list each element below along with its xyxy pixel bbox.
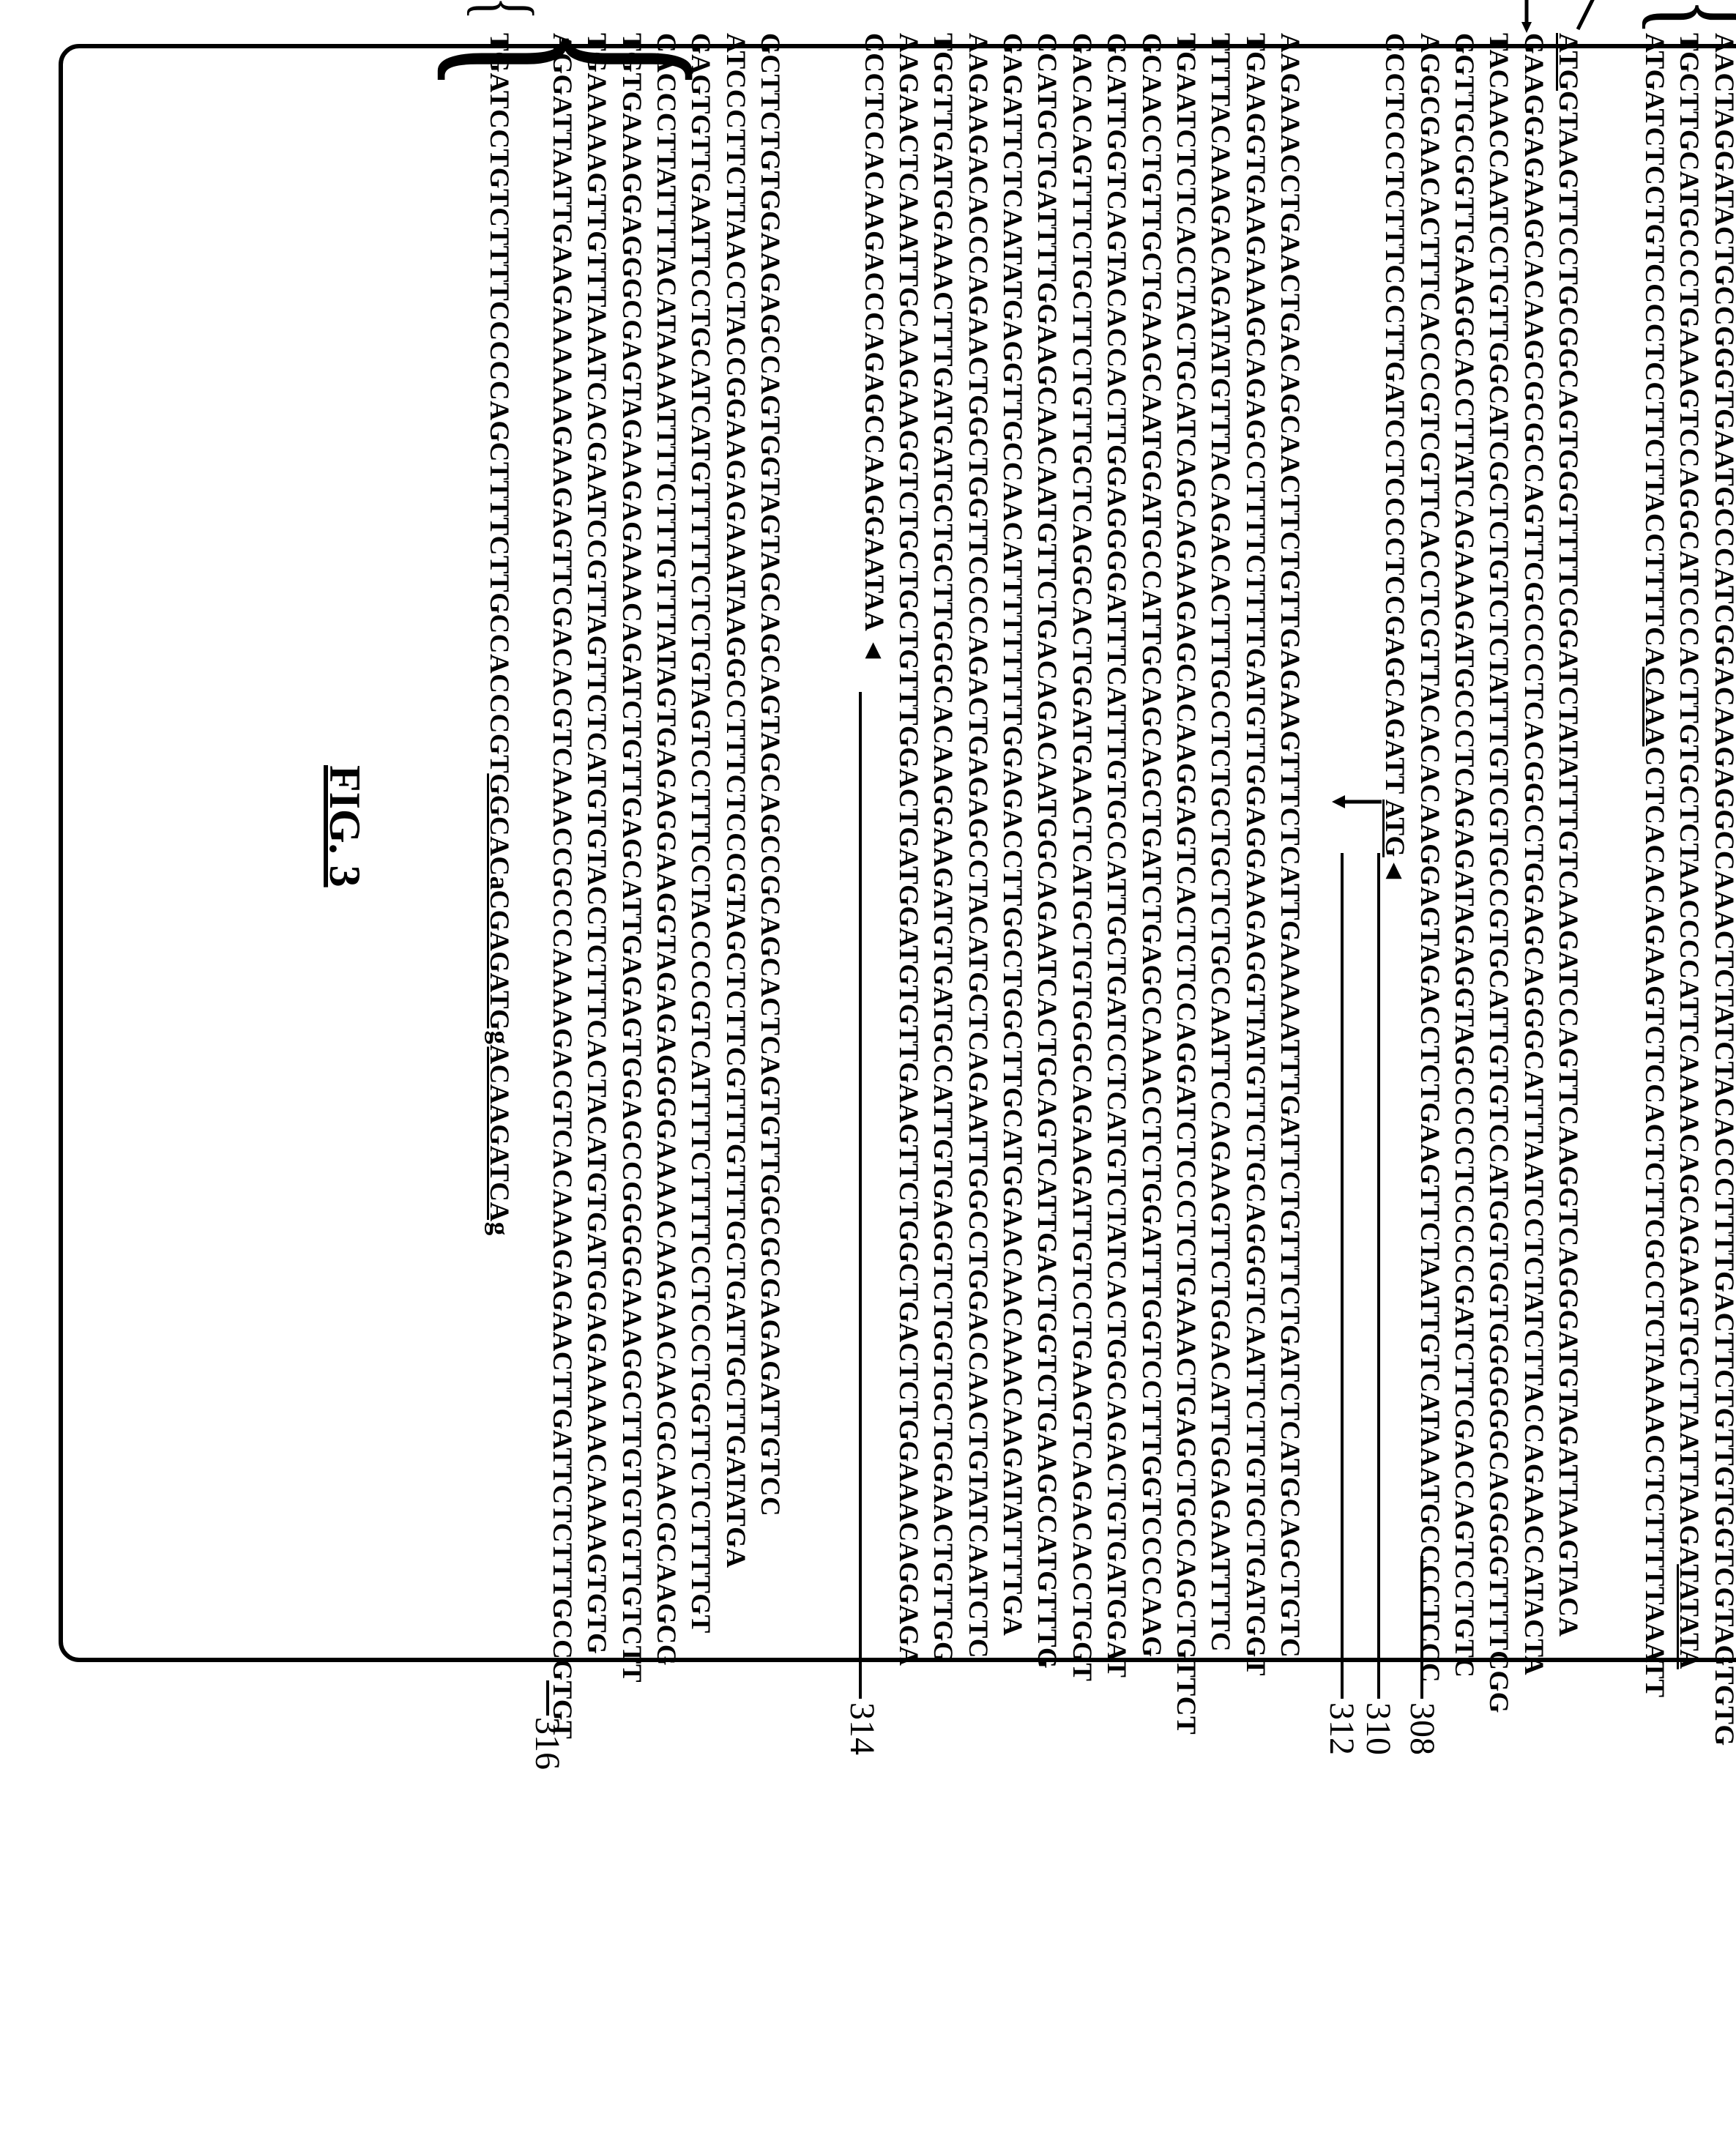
seq-line: GCATTGGTCAGTACACCACTTGGAGGGGATTTCATTTGTG… (1099, 33, 1133, 1735)
seq-line: GCAACCTGTTGCTGAAGCAATGGATGCCATTGCAGCAGCT… (1133, 33, 1168, 1735)
seq-line: TGAATCTCTCACCTACTGCATCAGCAGAAGAGCACAAGGA… (1169, 33, 1203, 1735)
seq-text: CCTCACACAGAAGTCTCCACTCTTCGCCTCTAAAACCTCT… (1639, 746, 1669, 1697)
arrow-icon (1519, 0, 1534, 33)
leader-line (545, 1680, 551, 1717)
seq-line: AGGCGAACACTTTCACCCGTCGTTCACCTCGTTACACACA… (1412, 33, 1446, 1713)
seq-line: ATGGTAAGTTCCTGCGGCAGTGGGTTTTCGGATCTATATT… (1551, 33, 1585, 1713)
seq-line: TTTTACAAAGACAGATATGTTTACAGACACTTTGCCTCTG… (1203, 33, 1237, 1735)
seq-line: ATCCCTTCTTAACCTACCGGAAGAGAAATAAGGCCTTTCT… (718, 33, 752, 1739)
leader-line (1337, 853, 1347, 1702)
seq-line: CCATGCTGATTTTGGAAGCAACAATGTTCTGACAGACAAT… (1029, 33, 1064, 1735)
seq-text: CCCTCCCTCTTTCCCTTGATCCTCCCCTCCGAGCAGATT (1379, 33, 1409, 800)
seq-underline-atg-end: ATG (1379, 800, 1409, 857)
seq-line: TGAAAAAGTTGTTTAAATCACGAATCCGTTAGTTCTCATG… (579, 33, 614, 1739)
seq-line: GAAGGAGAAGCACAAGCGCGCCAGTTCGCCCCTCACGGCC… (1516, 33, 1550, 1713)
arrow-icon (1330, 791, 1382, 813)
sequence-block-302: GGCGGTCTTTTGTCCTTTCCTCTATAGCCCGCCCGTCTAG… (1637, 33, 1736, 1746)
seq-line: ATGATCTCCTGTCCCCTCCTTCTTACCTTTTCACAAACCT… (1637, 33, 1672, 1746)
seq-line: TGAAGGTGAAGAAAGCAGAGCCTTTTCTTTTGATGTTGGA… (1237, 33, 1272, 1735)
callout-314: 314 (842, 1702, 882, 1755)
seq-line: TGCTTGCATGCCCTGAAAGTCCAGGCATCCCACTTGTGCT… (1672, 33, 1706, 1746)
seq-underline: CAAA (1639, 667, 1669, 747)
seq-line: GAGATTCTCAATATGAGGTTGCCAACATTTTTTTTTGGAG… (995, 33, 1029, 1735)
seq-underline: TATATA (1674, 1564, 1704, 1669)
figure-caption: FIG. 3 (319, 765, 370, 887)
callout-316: 316 (527, 1717, 567, 1770)
leader-line (1418, 1556, 1426, 1702)
seq-text: ATGATCTCCTGTCCCCTCCTTCTTACCTTTTCA (1639, 33, 1669, 667)
seq-line: GCTTCTGTGGAAGAGCCAGTGGTAGTAGCAGCAGTAGCAG… (753, 33, 787, 1739)
sequence-block-316: GCTTCTGTGGAAGAGCCAGTGGTAGTAGCAGCAGTAGCAG… (544, 33, 787, 1739)
seq-line: AAGAACTCAAATTGCAAGAAGGTCTGCTGCTGTTTGGACT… (891, 33, 925, 1735)
arrow-glyph: ◄ (1379, 857, 1409, 885)
seq-text: GTAAGTTCCTGCGGCAGTGGGTTTTCGGATCTATATTTGT… (1553, 91, 1583, 1637)
arrow-glyph: ◄ (859, 630, 889, 664)
figure-content: GGCGGTCTTTTGTCCTTTCCTCTATAGCCCGCCCGTCTAG… (245, 0, 1736, 1790)
leader-line (1374, 853, 1384, 1702)
brace-icon: { (428, 26, 736, 92)
sequence-block-318: TGATCCTGTCTTTTCCCCCAGCTTTTCTTGCCACCCGTGG… (482, 33, 516, 1236)
seq-line: AAGAAGACACCCAGAACTGGCTGGTTCCCCAGACTGAGAG… (960, 33, 994, 1735)
page: GGCGGTCTTTTGTCCTTTCCTCTATAGCCCGCCCGTCTAG… (0, 0, 1736, 2130)
seq-line: GACACAGTTTCTGCTTCTGTTGCTCAGGCACTGGATGAAC… (1064, 33, 1098, 1735)
seq-line: TGTGAAAGGAGGGCGAGTAGAAGAGAAACAGATCTGTTGA… (614, 33, 648, 1739)
seq-line: AACTAGGATACTGCCGGGTGAATGCCCATCGGACAAGAGG… (1706, 33, 1736, 1746)
leader-line (857, 692, 864, 1702)
sequence-block-312: AAGAAACCTGAACTGACAGCAACTTCTGTTGAGAAGTTTC… (856, 33, 1307, 1735)
seq-line: GAGTGTTGAATTCCTGCATCATGTTTTTCTCTGTAGTCCT… (683, 33, 718, 1739)
callout-312: 312 (1322, 1702, 1362, 1755)
figure-frame: GGCGGTCTTTTGTCCTTTCCTCTATAGCCCGCCCGTCTAG… (59, 44, 1736, 1662)
brace-icon: { (1638, 0, 1736, 36)
seq-text: TGATCCTGTCTTTTCCCCCAGCTTTTCTTGCCACCCGT (484, 33, 514, 773)
seq-line: AGGATTAATTGAAGAAAAAAGAAGAGTTCGACACGTCAAA… (544, 33, 578, 1739)
seq-line: CACCCTTATTTTACATAAAATTTTCTTTGTTTATAGTGAG… (649, 33, 683, 1739)
seq-underline: GGCACaCGAGATGgACAAGATCAg (484, 773, 514, 1235)
seq-line: AAGAAACCTGAACTGACAGCAACTTCTGTTGAGAAGTTTC… (1273, 33, 1307, 1735)
seq-text: CCCTCCACAAGACCCAGAGCCAAGGAATAA (859, 33, 889, 630)
seq-line: GGTTGCGGTTGAAGGCACCTTATCAGAAAGATGCCCTCAG… (1447, 33, 1481, 1713)
callout-310: 310 (1358, 1702, 1398, 1755)
seq-line: TGATCCTGTCTTTTCCCCCAGCTTTTCTTGCCACCCGTGG… (482, 33, 516, 1236)
seq-line: TACAACCAATCCTGTTGGCATCGCTCTGTCTCTATTTGTC… (1481, 33, 1516, 1713)
seq-line: TGGTTGATGGAAACTTTGATGATGCTGCTTGGGCACAAGG… (925, 33, 960, 1735)
seq-text: TGCTTGCATGCCCTGAAAGTCCAGGCATCCCACTTGTGCT… (1674, 33, 1704, 1564)
callout-308: 308 (1402, 1702, 1442, 1755)
sequence-block-304: ATG GTAAGTTCCTGCGGCAGTGGGTTTTCGGATCTATATT… (1377, 33, 1585, 1713)
arrow-icon (1574, 0, 1603, 44)
brace-icon: { (465, 0, 545, 20)
